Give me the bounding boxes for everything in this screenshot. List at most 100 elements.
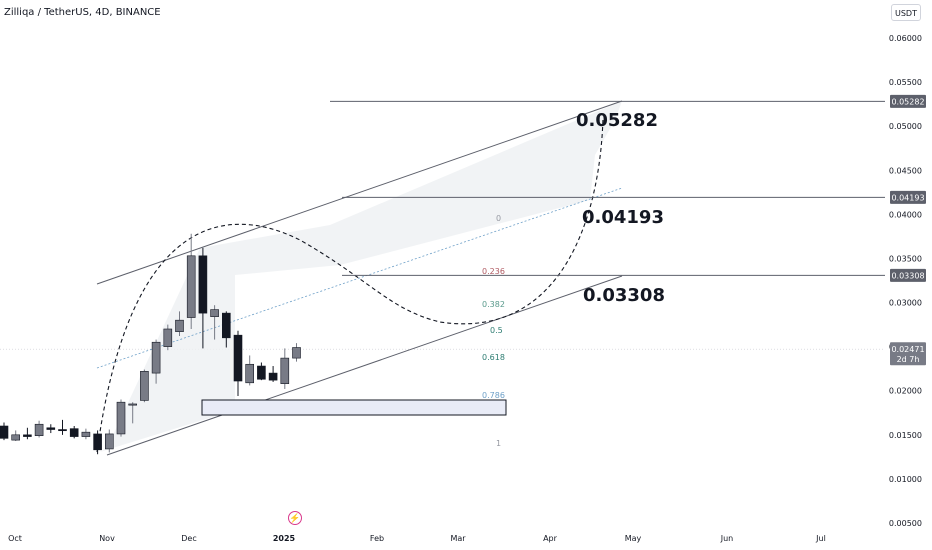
candle: [292, 343, 301, 362]
channel-mid-line: [96, 187, 623, 369]
candle: [11, 430, 20, 441]
lightning-icon[interactable]: ⚡: [288, 511, 302, 525]
candle: [210, 305, 219, 340]
candle-body: [93, 433, 102, 451]
candle: [198, 247, 208, 349]
candle: [163, 324, 173, 351]
candle: [175, 311, 184, 337]
candle-body: [175, 319, 184, 332]
price-tick-label: 0.04000: [889, 210, 922, 219]
price-tick-label: 0.05000: [889, 122, 922, 131]
candle: [34, 420, 44, 438]
candle: [186, 233, 196, 329]
time-tick-label: Apr: [543, 534, 558, 543]
price-tag: 0.05282: [890, 94, 926, 108]
fib-label: 0.236: [482, 267, 505, 276]
candle-body: [69, 428, 79, 437]
support-zone-box: [201, 399, 507, 416]
price-tick-label: 0.03000: [889, 299, 922, 308]
candle-body: [257, 365, 266, 380]
candle-body: [23, 434, 32, 437]
candle: [151, 339, 161, 384]
fib-shaded-area: [100, 101, 622, 452]
level-label: 0.04193: [582, 207, 664, 228]
candle: [268, 366, 278, 382]
candle: [105, 429, 114, 453]
last-price-tag-bg: [890, 342, 926, 366]
candle-body: [151, 341, 161, 374]
price-tag-bg: [890, 190, 926, 204]
price-tag-bg: [890, 94, 926, 108]
candle: [0, 422, 9, 441]
price-tick-label: 0.03500: [889, 254, 922, 263]
candles: [0, 233, 301, 455]
candle-body: [81, 431, 91, 437]
candle-body: [233, 334, 243, 382]
candle: [23, 427, 32, 440]
candle-body: [280, 357, 290, 384]
price-tick-label: 0.05500: [889, 78, 922, 87]
time-tick-label: May: [625, 534, 642, 543]
candle: [280, 348, 290, 389]
price-tag-bg: [890, 268, 926, 282]
price-tick-label: 0.06000: [889, 34, 922, 43]
candle-body: [163, 328, 173, 347]
drawing-layer: 0 0.236 0.382 0.5 0.618 0.786 1: [96, 100, 623, 456]
fib-label: 0.5: [490, 326, 503, 335]
channel-top-line: [96, 100, 623, 285]
candle-body: [222, 312, 231, 339]
fib-label: 1: [496, 439, 501, 448]
price-tag: 0.03308: [890, 268, 926, 282]
candle-body: [268, 372, 278, 381]
price-tick-label: 0.00500: [889, 519, 922, 528]
candle-body: [210, 309, 219, 317]
price-tag: 0.04193: [890, 190, 926, 204]
candle-body: [128, 403, 137, 406]
price-tag-label: 0.03308: [891, 271, 924, 280]
candle: [128, 402, 137, 424]
candle-body: [245, 363, 254, 384]
price-tag-label: 0.04193: [891, 193, 924, 202]
candle-body: [34, 423, 44, 436]
candle-body: [0, 425, 9, 439]
time-tick-label: Jul: [815, 534, 826, 543]
price-tick-label: 0.01000: [889, 475, 922, 484]
candle-body: [140, 371, 149, 401]
candle: [46, 424, 56, 434]
candle: [116, 399, 126, 437]
last-price-countdown: 2d 7h: [897, 355, 920, 364]
time-tick-label: Nov: [99, 534, 115, 543]
candle-body: [105, 433, 114, 450]
price-axis[interactable]: 0.06000 0.05500 0.05000 0.04500 0.04000 0.035…: [889, 34, 926, 528]
candle: [58, 419, 67, 435]
time-tick-label: Oct: [8, 534, 22, 543]
time-tick-label: Feb: [370, 534, 384, 543]
time-axis[interactable]: Oct Nov Dec 2025 Feb Mar Apr May Jun Jul: [8, 534, 826, 543]
level-label: 0.05282: [576, 110, 658, 131]
fib-label: 0.786: [482, 391, 505, 400]
time-tick-label: Dec: [181, 534, 196, 543]
candle: [140, 369, 149, 403]
time-tick-label: Mar: [450, 534, 466, 543]
candle: [257, 362, 266, 381]
symbol-title[interactable]: Zilliqa / TetherUS, 4D, BINANCE: [4, 7, 161, 18]
price-tick-label: 0.04500: [889, 166, 922, 175]
price-tick-label: 0.01500: [889, 431, 922, 440]
candle: [69, 426, 79, 439]
candle-body: [11, 434, 20, 441]
price-tick-label: 0.02000: [889, 387, 922, 396]
currency-button[interactable]: USDT: [891, 4, 921, 21]
candle: [93, 430, 102, 455]
level-label: 0.03308: [583, 285, 665, 306]
candle-body: [116, 401, 126, 435]
candle-body: [58, 429, 67, 432]
price-tag-label: 0.05282: [891, 97, 924, 106]
fib-label: 0.618: [482, 353, 505, 362]
fib-label: 0.382: [482, 300, 505, 309]
candle: [233, 330, 243, 397]
candle-body: [46, 427, 56, 430]
candle-body: [198, 255, 208, 314]
candle-body: [186, 255, 196, 318]
